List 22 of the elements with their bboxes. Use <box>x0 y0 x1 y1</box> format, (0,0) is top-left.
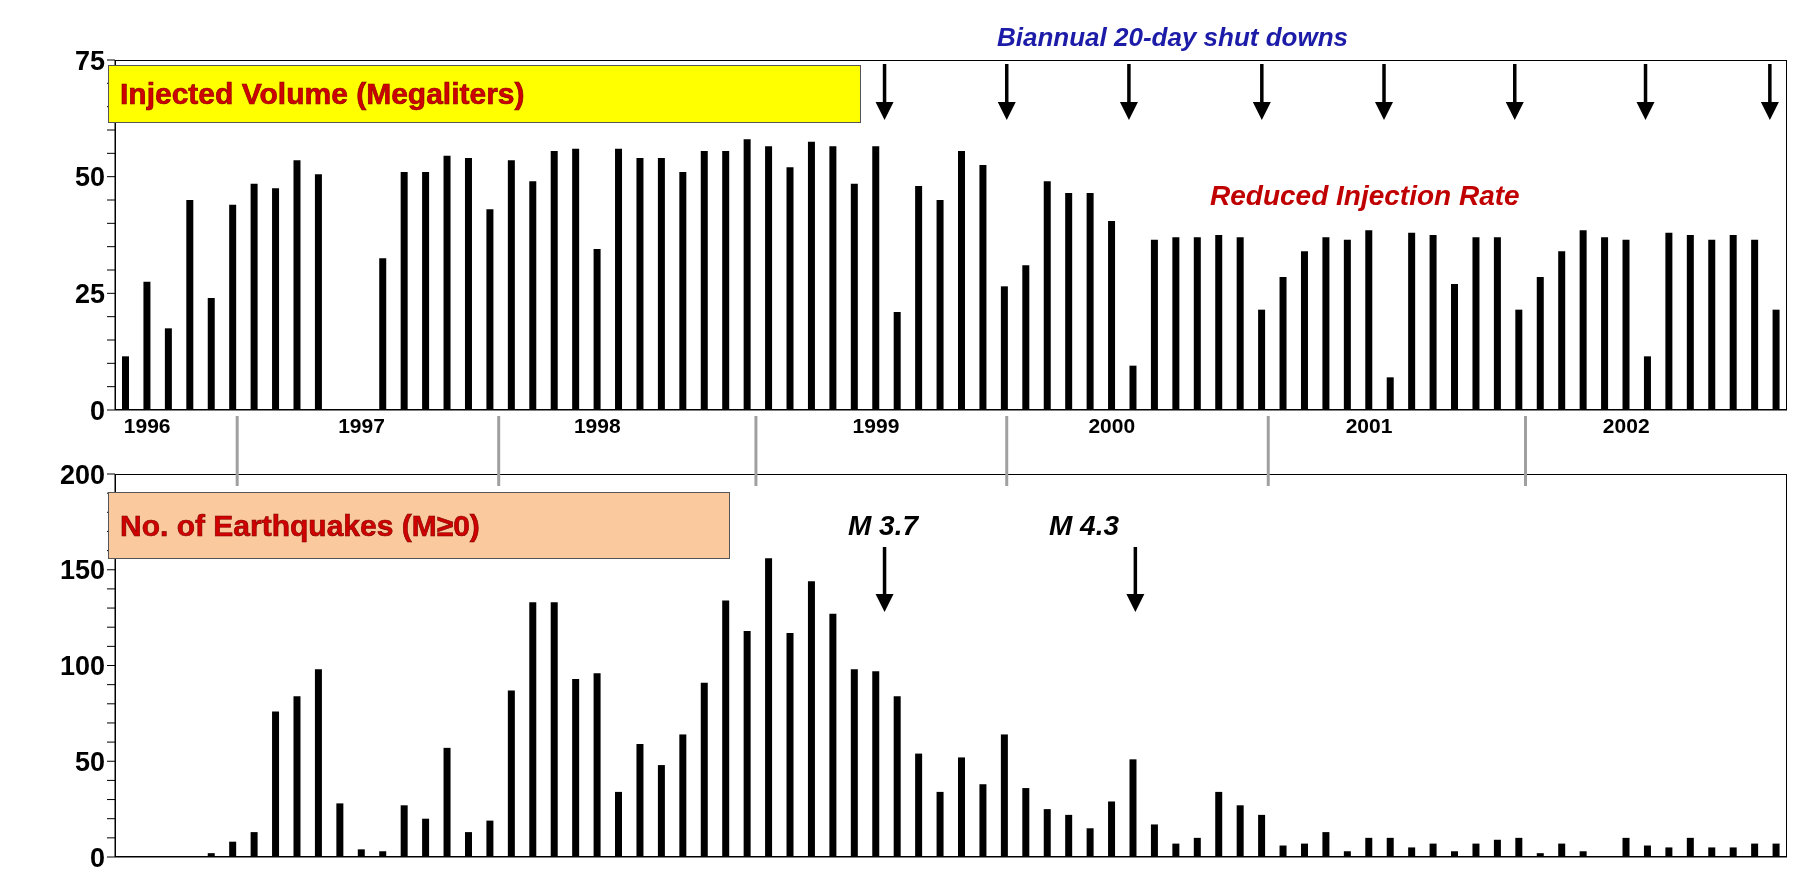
x-tick-label: 2001 <box>1345 413 1393 437</box>
annotation: M 4.3 <box>1049 510 1120 542</box>
y-tick-label: 25 <box>74 278 105 309</box>
x-tick-label: 1997 <box>338 413 385 437</box>
y-tick-label: 100 <box>59 651 105 682</box>
x-tick-label: 1998 <box>573 413 621 437</box>
x-tick-label: 2000 <box>1088 413 1136 437</box>
y-tick-label: 50 <box>74 746 105 777</box>
x-tick-label: 1999 <box>852 413 900 437</box>
y-tick-label: 200 <box>59 459 105 490</box>
text: Biannual 20-day shut downs <box>997 22 1349 53</box>
x-tick-label: 2002 <box>1602 413 1650 437</box>
y-tick-label: 0 <box>89 842 105 873</box>
annotation: M 3.7 <box>848 510 919 542</box>
y-tick-label: 150 <box>59 555 105 586</box>
y-tick-label: 0 <box>89 395 105 426</box>
y-tick-label: 50 <box>74 162 105 193</box>
x-tick-label: 1996 <box>123 413 171 437</box>
annotation: Reduced Injection Rate <box>1210 180 1520 212</box>
text: No. of Earthquakes (M≥0) <box>120 508 480 542</box>
y-tick-label: 75 <box>74 45 105 76</box>
text: Injected Volume (Megaliters) <box>120 77 525 110</box>
